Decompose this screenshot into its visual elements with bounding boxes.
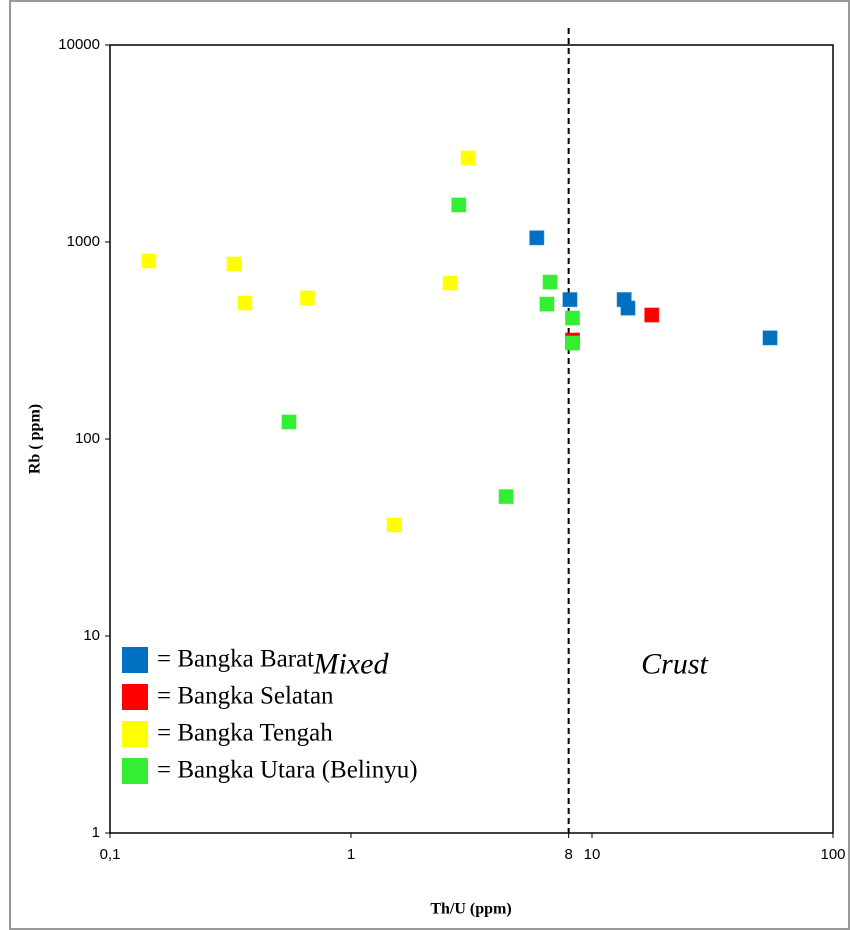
y-tick-label: 10000 (58, 36, 100, 53)
y-tick-label: 10 (83, 627, 100, 644)
marker (281, 414, 297, 430)
marker (644, 307, 660, 323)
marker (620, 300, 636, 316)
legend-label: = Bangka Utara (Belinyu) (157, 757, 418, 784)
annotation: Mixed (313, 647, 390, 680)
marker (300, 290, 316, 306)
x-tick-label: 0,1 (100, 846, 121, 863)
marker (141, 253, 157, 269)
x-tick-label: 8 (564, 846, 572, 863)
frame (9, 0, 850, 930)
legend-label: = Bangka Selatan (157, 683, 334, 710)
x-axis-title: Th/U (ppm) (430, 901, 511, 918)
x-tick-label: 10 (584, 846, 601, 863)
annotation: Crust (641, 647, 708, 680)
y-tick-label: 1000 (67, 233, 100, 250)
y-axis-title: Rb ( ppm) (27, 404, 44, 474)
marker (562, 292, 578, 308)
marker (442, 275, 458, 291)
marker (762, 330, 778, 346)
marker (498, 489, 514, 505)
marker (542, 274, 558, 290)
marker (539, 296, 555, 312)
legend-swatch (122, 647, 148, 673)
y-tick-label: 1 (92, 824, 100, 841)
marker (529, 230, 545, 246)
x-tick-label: 1 (347, 846, 355, 863)
legend-swatch (122, 721, 148, 747)
marker (460, 150, 476, 166)
legend-swatch (122, 684, 148, 710)
marker (564, 310, 580, 326)
legend-swatch (122, 758, 148, 784)
marker (237, 295, 253, 311)
marker (451, 197, 467, 213)
legend-label: = Bangka Tengah (157, 720, 333, 747)
legend-label: = Bangka Barat (157, 646, 314, 673)
marker (386, 517, 402, 533)
y-tick-label: 100 (75, 430, 100, 447)
marker (564, 335, 580, 351)
marker (226, 256, 242, 272)
x-tick-label: 100 (820, 846, 845, 863)
